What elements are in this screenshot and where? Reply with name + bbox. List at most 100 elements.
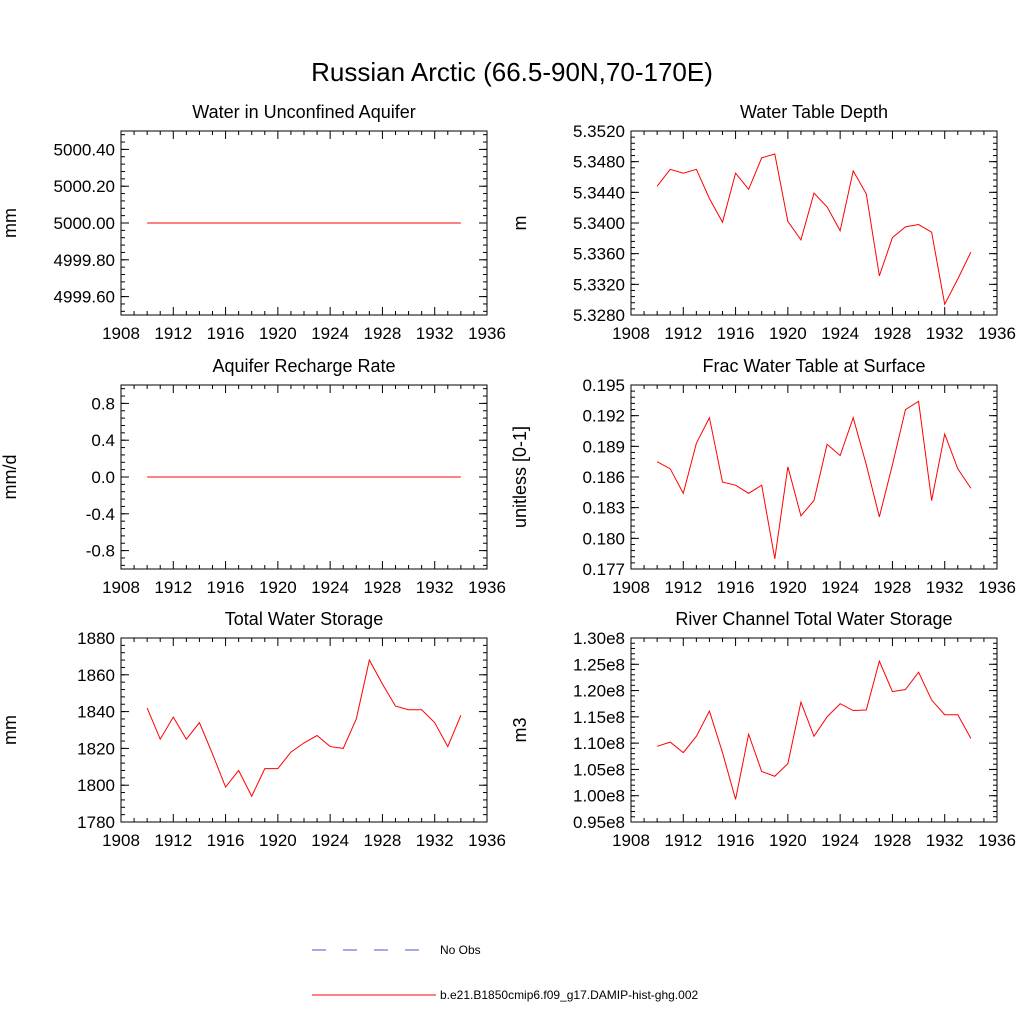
x-tick-label: 1916 <box>207 578 245 597</box>
x-tick-label: 1920 <box>769 324 807 343</box>
y-tick-label: 1860 <box>77 666 115 685</box>
x-tick-label: 1924 <box>311 578 349 597</box>
x-tick-label: 1920 <box>259 578 297 597</box>
y-tick-label: 1880 <box>77 629 115 648</box>
chart-panel-river: River Channel Total Water Storage m3 1908 1… <box>510 609 1016 850</box>
x-tick-label: 1928 <box>364 578 402 597</box>
x-tick-label: 1932 <box>926 831 964 850</box>
x-tick-label: 1920 <box>259 831 297 850</box>
panel-title: River Channel Total Water Storage <box>675 609 952 629</box>
chart-panel-fracwt: Frac Water Table at Surface unitless [0-1… <box>510 356 1016 597</box>
y-axis-label: mm <box>0 208 20 238</box>
y-tick-label: 5.3360 <box>573 245 625 264</box>
x-tick-label: 1932 <box>416 578 454 597</box>
x-tick-label: 1936 <box>978 324 1016 343</box>
x-tick-label: 1916 <box>717 831 755 850</box>
x-tick-label: 1928 <box>874 831 912 850</box>
y-tick-label: 5.3280 <box>573 306 625 325</box>
y-tick-label: 0.180 <box>582 529 625 548</box>
y-tick-label: 5000.20 <box>54 177 115 196</box>
y-tick-label: 1.30e8 <box>573 629 625 648</box>
x-tick-label: 1928 <box>364 324 402 343</box>
plot-frame <box>630 637 998 823</box>
chart-panel-tws: Total Water Storage mm 1908 1912 1916 1920 192… <box>0 609 506 850</box>
y-tick-label: 5.3520 <box>573 122 625 141</box>
y-tick-label: 5000.00 <box>54 214 115 233</box>
figure-title: Russian Arctic (66.5-90N,70-170E) <box>311 57 713 87</box>
y-tick-label: 1840 <box>77 703 115 722</box>
y-tick-label: 1.15e8 <box>573 708 625 727</box>
x-tick-label: 1924 <box>821 578 859 597</box>
series-line <box>656 153 972 306</box>
x-tick-label: 1936 <box>468 578 506 597</box>
x-tick-label: 1928 <box>874 578 912 597</box>
chart-panel-wtd: Water Table Depth m 1908 1912 1916 1920 1924 19… <box>510 102 1016 343</box>
y-tick-label: 0.186 <box>582 468 625 487</box>
x-tick-label: 1932 <box>926 578 964 597</box>
y-tick-label: 1.10e8 <box>573 734 625 753</box>
x-tick-label: 1936 <box>978 831 1016 850</box>
y-tick-label: 0.192 <box>582 407 625 426</box>
x-tick-label: 1912 <box>154 578 192 597</box>
x-tick-label: 1936 <box>978 578 1016 597</box>
y-tick-label: 0.95e8 <box>573 813 625 832</box>
panel-title: Water Table Depth <box>740 102 888 122</box>
panel-title: Total Water Storage <box>225 609 383 629</box>
x-tick-label: 1924 <box>311 831 349 850</box>
x-tick-label: 1936 <box>468 831 506 850</box>
x-tick-label: 1916 <box>207 324 245 343</box>
x-tick-label: 1928 <box>364 831 402 850</box>
x-tick-label: 1912 <box>154 831 192 850</box>
series-line <box>656 659 972 800</box>
x-tick-label: 1920 <box>259 324 297 343</box>
x-tick-label: 1908 <box>102 578 140 597</box>
y-tick-label: -0.4 <box>86 505 115 524</box>
y-tick-label: 0.0 <box>91 468 115 487</box>
plot-frame <box>120 637 488 823</box>
y-tick-label: 1.00e8 <box>573 787 625 806</box>
x-tick-label: 1920 <box>769 578 807 597</box>
panel-title: Aquifer Recharge Rate <box>212 356 395 376</box>
x-tick-label: 1908 <box>612 324 650 343</box>
series-line <box>656 400 972 559</box>
y-tick-label: 0.195 <box>582 376 625 395</box>
x-tick-label: 1916 <box>717 578 755 597</box>
y-tick-label: 1.05e8 <box>573 760 625 779</box>
x-tick-label: 1908 <box>102 324 140 343</box>
chart-panel-aquifer: Water in Unconfined Aquifer mm 1908 1912 191… <box>0 102 506 343</box>
x-tick-label: 1908 <box>612 578 650 597</box>
x-tick-label: 1912 <box>664 831 702 850</box>
y-tick-label: 1820 <box>77 739 115 758</box>
x-tick-label: 1932 <box>416 324 454 343</box>
y-axis-label: mm <box>0 715 20 745</box>
y-tick-label: 1780 <box>77 813 115 832</box>
y-axis-label: m <box>510 216 530 231</box>
x-tick-label: 1920 <box>769 831 807 850</box>
y-tick-label: 0.189 <box>582 437 625 456</box>
x-tick-label: 1912 <box>664 324 702 343</box>
y-tick-label: -0.8 <box>86 542 115 561</box>
y-tick-label: 5.3480 <box>573 153 625 172</box>
y-tick-label: 5.3440 <box>573 183 625 202</box>
x-tick-label: 1912 <box>154 324 192 343</box>
chart-panel-recharge: Aquifer Recharge Rate mm/d 1908 1912 1916 192… <box>0 356 506 597</box>
x-tick-label: 1932 <box>416 831 454 850</box>
y-tick-label: 1800 <box>77 776 115 795</box>
x-tick-label: 1916 <box>207 831 245 850</box>
y-tick-label: 0.8 <box>91 394 115 413</box>
y-tick-label: 0.177 <box>582 560 625 579</box>
y-tick-label: 4999.60 <box>54 288 115 307</box>
x-tick-label: 1924 <box>821 324 859 343</box>
y-tick-label: 1.25e8 <box>573 655 625 674</box>
y-tick-label: 4999.80 <box>54 251 115 270</box>
y-tick-label: 5000.40 <box>54 140 115 159</box>
y-axis-label: m3 <box>510 717 530 742</box>
x-tick-label: 1924 <box>311 324 349 343</box>
legend: No Obs b.e21.B1850cmip6.f09_g17.DAMIP-hi… <box>312 943 698 1002</box>
x-tick-label: 1912 <box>664 578 702 597</box>
x-tick-label: 1932 <box>926 324 964 343</box>
x-tick-label: 1908 <box>612 831 650 850</box>
panel-title: Water in Unconfined Aquifer <box>192 102 415 122</box>
panel-title: Frac Water Table at Surface <box>702 356 925 376</box>
